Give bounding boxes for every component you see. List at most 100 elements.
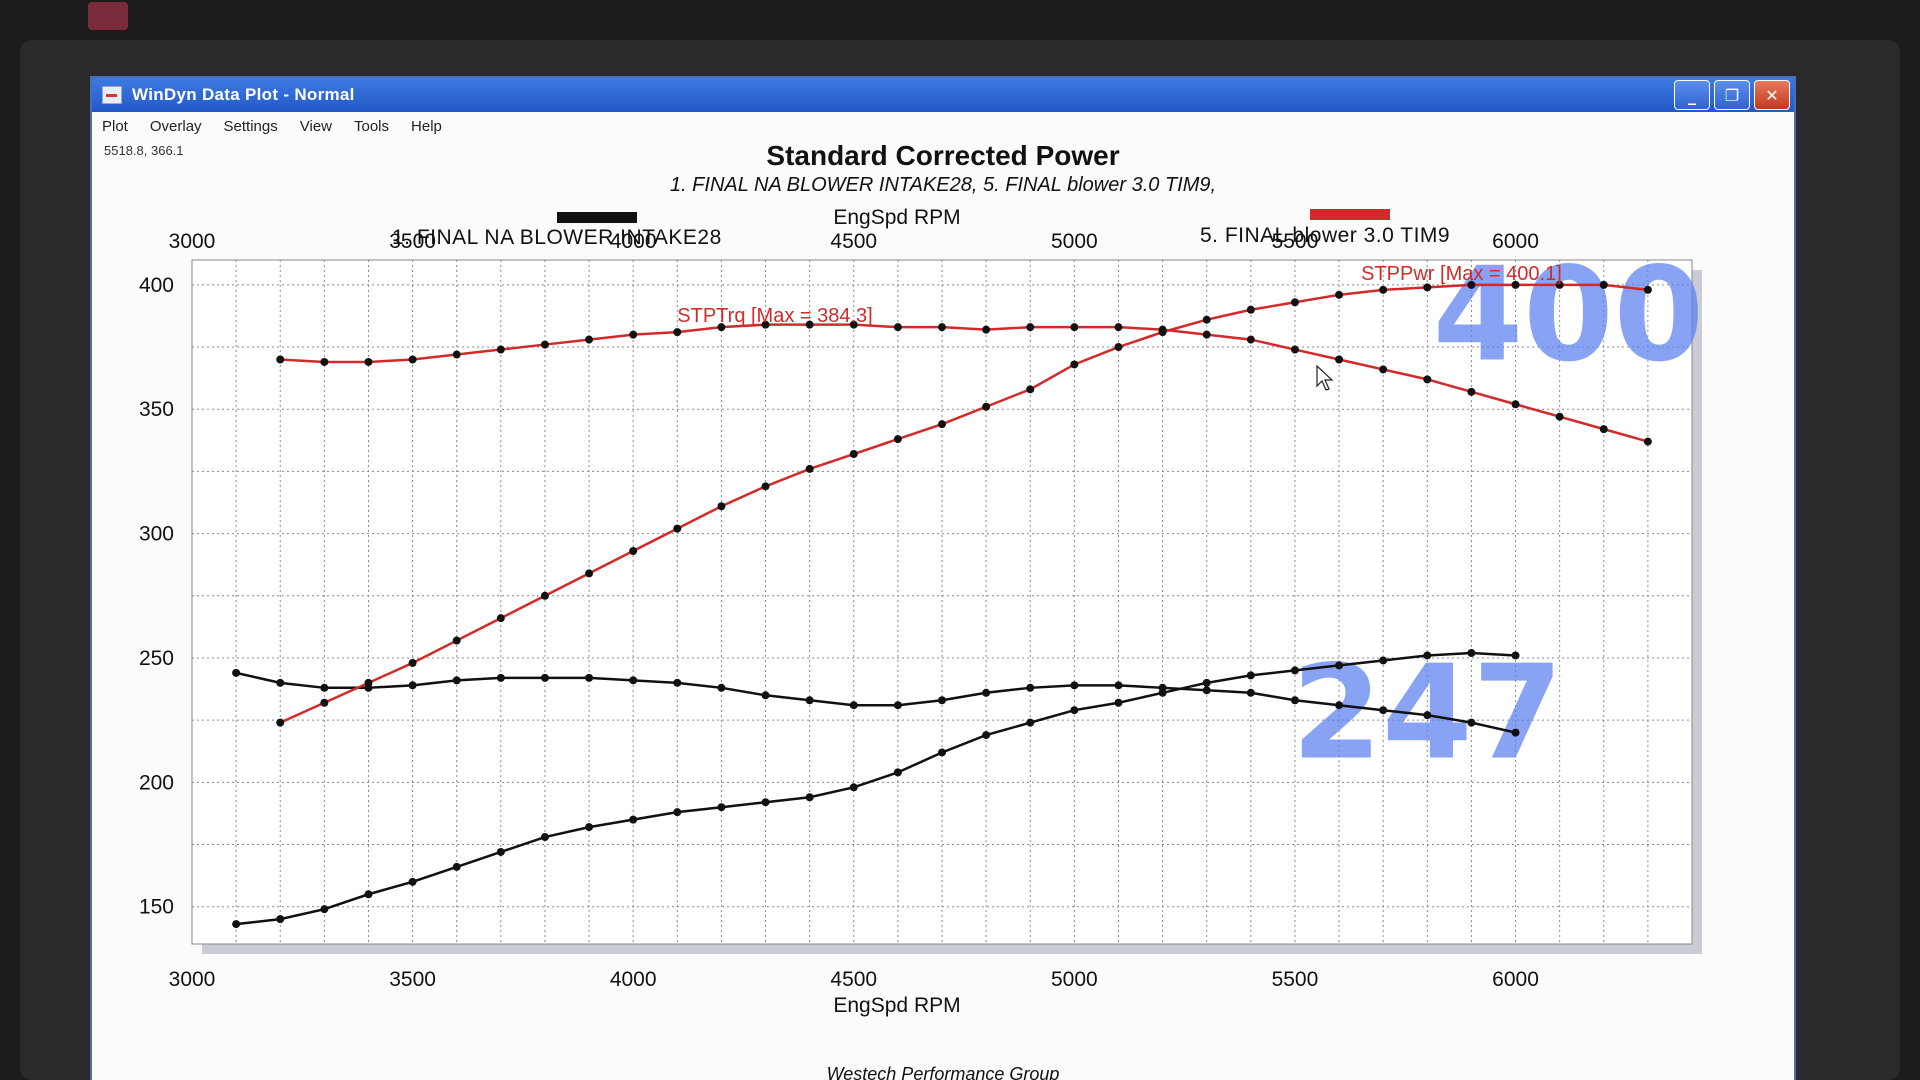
annotation-label: STPTrq [Max = 384.3]	[677, 305, 872, 327]
data-point	[1379, 706, 1388, 715]
data-point	[232, 668, 241, 677]
data-point	[496, 345, 505, 354]
data-point	[452, 350, 461, 359]
menu-overlay[interactable]: Overlay	[149, 117, 202, 135]
data-point	[1202, 686, 1211, 695]
data-point	[452, 862, 461, 871]
data-point	[1599, 425, 1608, 434]
chart-title: Standard Corrected Power	[766, 140, 1120, 171]
menu-view[interactable]: View	[299, 117, 332, 135]
data-point	[982, 731, 991, 740]
data-point	[320, 905, 329, 914]
data-point	[1290, 298, 1299, 307]
app-icon	[102, 86, 122, 104]
data-point	[938, 323, 946, 332]
close-button[interactable]: ✕	[1754, 80, 1790, 110]
x-tick-label-bottom: 3500	[389, 968, 436, 991]
data-point	[1114, 323, 1123, 332]
plot-window: WinDyn Data Plot - Normal _ ❐ ✕ Plot Ove…	[92, 78, 1794, 1080]
data-point	[452, 636, 461, 645]
legend-swatch-run5	[1310, 209, 1390, 220]
data-point	[938, 420, 946, 429]
data-point	[585, 823, 594, 832]
data-point	[1202, 330, 1211, 339]
x-tick-label-top: 3500	[389, 230, 436, 253]
menu-bar: Plot Overlay Settings View Tools Help	[92, 112, 1794, 140]
data-point	[276, 915, 285, 924]
minimize-button[interactable]: _	[1674, 80, 1710, 110]
data-point	[408, 877, 417, 886]
window-title: WinDyn Data Plot - Normal	[132, 85, 355, 104]
data-point	[1246, 671, 1255, 680]
data-point	[805, 320, 814, 329]
data-point	[629, 676, 638, 685]
x-tick-label-bottom: 3000	[169, 968, 216, 991]
menu-tools[interactable]: Tools	[354, 117, 390, 135]
menu-settings[interactable]: Settings	[223, 117, 278, 135]
data-point	[849, 783, 858, 792]
data-point	[761, 482, 770, 491]
x-tick-label-top: 4000	[610, 230, 657, 253]
data-point	[1643, 437, 1652, 446]
data-point	[717, 502, 726, 511]
data-point	[1467, 387, 1476, 396]
data-point	[408, 681, 417, 690]
data-point	[1423, 711, 1432, 720]
x-tick-label-bottom: 4000	[610, 968, 657, 991]
data-point	[1423, 283, 1432, 292]
data-point	[1070, 706, 1079, 715]
data-point	[1467, 648, 1476, 657]
data-point	[1511, 728, 1520, 737]
data-point	[1070, 360, 1079, 369]
data-point	[496, 614, 505, 623]
data-point	[1467, 280, 1476, 289]
data-point	[1555, 412, 1564, 421]
x-tick-label-top: 5500	[1272, 230, 1319, 253]
data-point	[276, 678, 285, 687]
data-point	[1599, 280, 1608, 289]
data-point	[673, 808, 682, 817]
data-point	[1246, 305, 1255, 314]
data-point	[1290, 696, 1299, 705]
data-point	[1070, 323, 1079, 332]
y-tick-label: 350	[139, 398, 174, 421]
y-tick-label: 300	[139, 523, 174, 546]
legend-label-run5: 5. FINAL blower 3.0 TIM9	[1200, 224, 1451, 247]
title-bar[interactable]: WinDyn Data Plot - Normal _ ❐ ✕	[92, 78, 1794, 112]
series-line-2	[280, 323, 1649, 443]
data-point	[1026, 683, 1035, 692]
data-point	[1379, 285, 1388, 294]
data-point	[673, 328, 682, 337]
menu-help[interactable]: Help	[411, 117, 442, 135]
data-point	[1335, 661, 1344, 670]
menu-plot[interactable]: Plot	[102, 117, 128, 135]
mouse-cursor-icon	[1316, 364, 1334, 391]
data-point	[1246, 335, 1255, 344]
data-point	[893, 435, 902, 444]
data-point	[320, 698, 329, 707]
data-point	[761, 320, 770, 329]
chart-subtitle: 1. FINAL NA BLOWER INTAKE28, 5. FINAL bl…	[669, 174, 1217, 196]
y-tick-label: 400	[139, 274, 174, 297]
data-point	[320, 683, 329, 692]
data-point	[893, 701, 902, 710]
data-point	[805, 464, 814, 473]
data-point	[496, 847, 505, 856]
maximize-button[interactable]: ❐	[1714, 80, 1750, 110]
data-point	[276, 355, 285, 364]
x-tick-label-bottom: 6000	[1492, 968, 1539, 991]
data-point	[938, 748, 946, 757]
data-point	[761, 798, 770, 807]
x-tick-label-bottom: 5500	[1272, 968, 1319, 991]
desktop-app-icon[interactable]	[88, 2, 128, 30]
x-axis-title-bottom: EngSpd RPM	[833, 994, 960, 1017]
series-line-0	[235, 671, 1516, 734]
x-tick-label-bottom: 5000	[1051, 968, 1098, 991]
data-point	[673, 524, 682, 533]
overlay-number: 400	[1433, 238, 1704, 390]
data-point	[1114, 343, 1123, 352]
data-point	[982, 402, 991, 411]
data-point	[805, 793, 814, 802]
data-point	[1511, 651, 1520, 660]
